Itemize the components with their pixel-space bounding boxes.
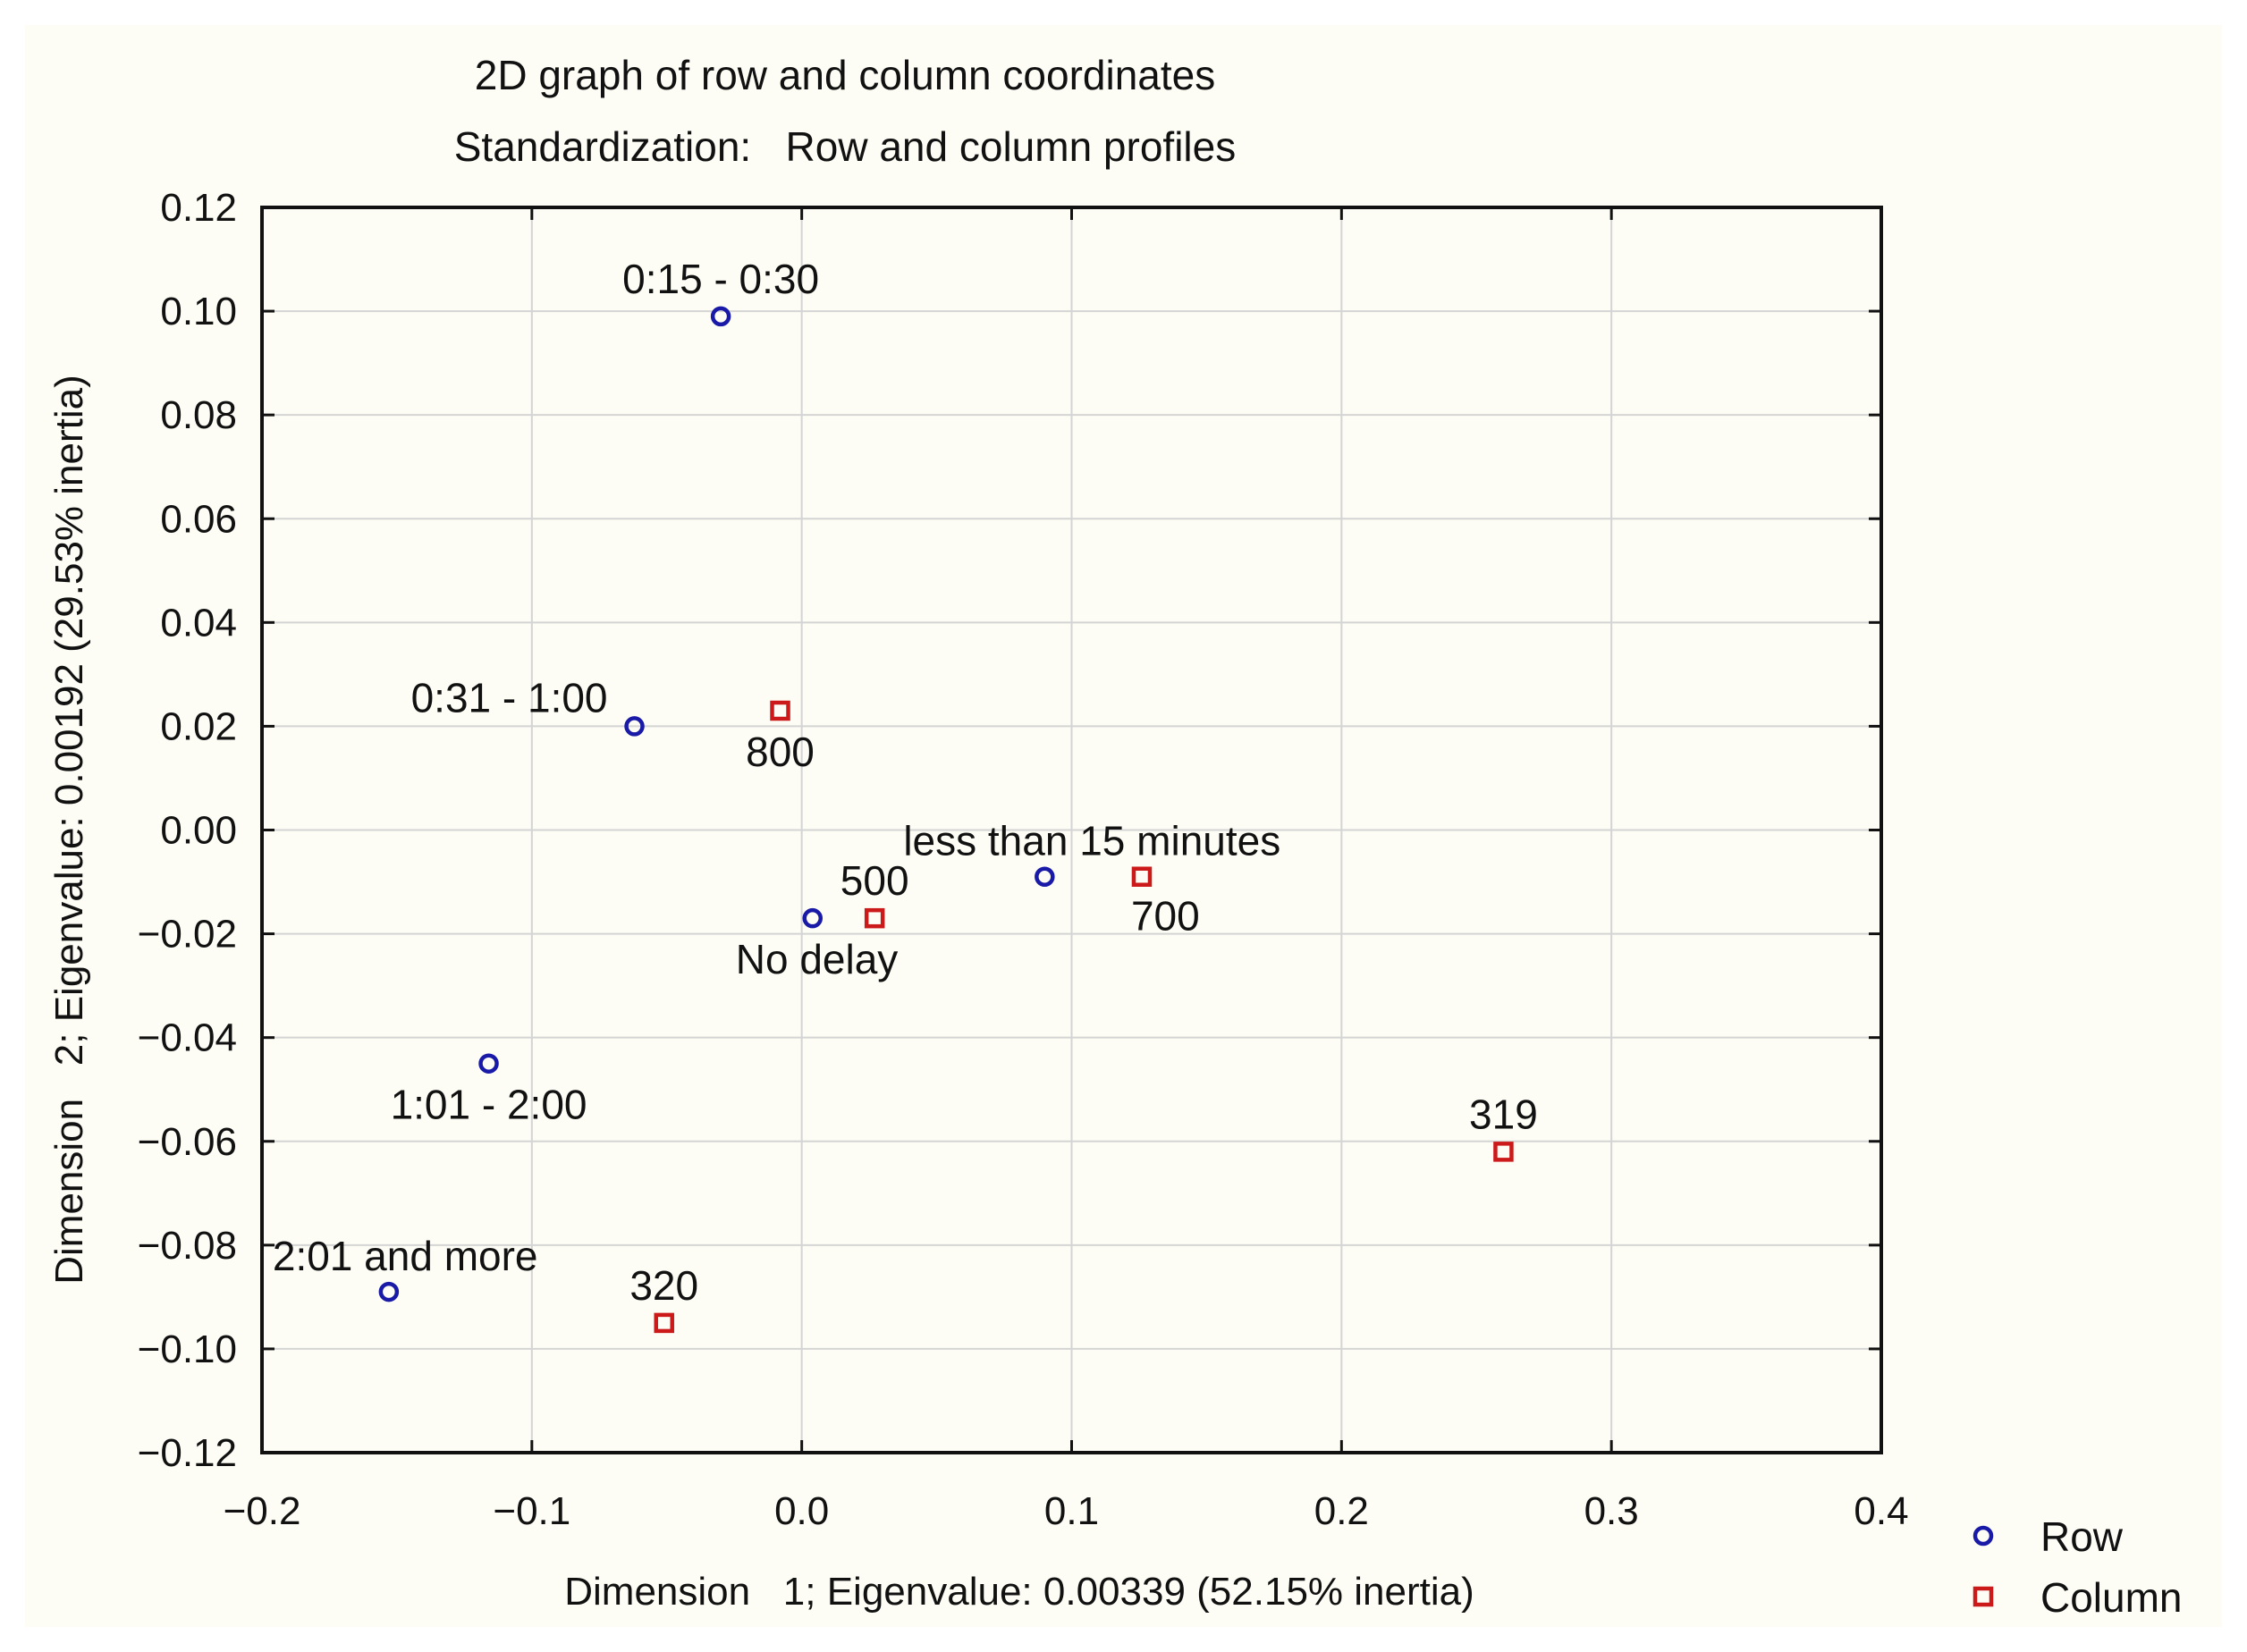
point-label: 320 (629, 1262, 698, 1309)
y-tick-label: 0.08 (160, 393, 237, 437)
y-axis-tick-labels: 0.12 0.10 0.08 0.06 0.04 0.02 0.00 −0.02 −0.04 −0… (138, 186, 237, 1475)
point-label: 0:15 - 0:30 (622, 256, 819, 302)
point-label: 2:01 and more (273, 1233, 538, 1279)
y-tick-label: −0.12 (138, 1431, 237, 1475)
row-point-marker (478, 1053, 499, 1074)
column-point-marker (1493, 1142, 1514, 1162)
chart-title: 2D graph of row and column coordinates (475, 52, 1215, 98)
point-label: 700 (1131, 893, 1200, 940)
legend-row-marker (1972, 1525, 1994, 1547)
x-tick-label: 0.2 (1314, 1489, 1369, 1533)
y-tick-label: −0.10 (138, 1328, 237, 1371)
legend-label: Row (2040, 1513, 2124, 1560)
point-label: 500 (841, 857, 909, 904)
y-tick-label: 0.12 (160, 186, 237, 230)
row-point-marker (710, 306, 731, 327)
x-axis-tick-labels: −0.2 −0.1 0.0 0.1 0.2 0.3 0.4 (224, 1489, 1909, 1533)
point-label: 0:31 - 1:00 (411, 674, 608, 721)
column-point-marker (654, 1312, 674, 1334)
y-axis-label: Dimension 2; Eigenvalue: 0.00192 (29.53%… (47, 375, 91, 1285)
y-tick-label: −0.02 (138, 913, 237, 957)
point-label: 1:01 - 2:00 (391, 1082, 587, 1128)
x-tick-label: 0.4 (1854, 1489, 1908, 1533)
y-tick-label: −0.06 (138, 1120, 237, 1164)
row-point-marker (802, 907, 823, 929)
y-tick-label: 0.10 (160, 290, 237, 333)
x-axis-label: Dimension 1; Eigenvalue: 0.00339 (52.15%… (564, 1570, 1474, 1614)
y-tick-label: 0.02 (160, 704, 237, 748)
legend: Row Column (1972, 1513, 2183, 1621)
row-point-marker (624, 716, 645, 737)
x-tick-label: −0.1 (493, 1489, 570, 1533)
column-point-marker (864, 907, 885, 929)
x-tick-label: 0.1 (1044, 1489, 1099, 1533)
row-point-marker (1035, 866, 1055, 887)
y-tick-label: 0.00 (160, 809, 237, 853)
axis-ticks (260, 206, 1883, 1454)
point-label: less than 15 minutes (903, 818, 1280, 864)
x-tick-label: −0.2 (224, 1489, 301, 1533)
point-labels: 0:15 - 0:30 0:31 - 1:00 less than 15 minut… (273, 256, 1538, 1309)
grid-lines (262, 207, 1881, 1453)
legend-column-marker (1972, 1586, 1994, 1607)
data-markers (378, 306, 1514, 1334)
legend-label: Column (2040, 1574, 2183, 1621)
y-tick-label: 0.04 (160, 601, 237, 645)
row-point-marker (378, 1281, 400, 1302)
chart-subtitle: Standardization: Row and column profiles (454, 123, 1236, 170)
point-label: No delay (736, 936, 899, 982)
column-point-marker (770, 700, 790, 721)
y-tick-label: 0.06 (160, 497, 237, 541)
y-tick-label: −0.08 (138, 1224, 237, 1268)
point-label: 319 (1469, 1091, 1538, 1137)
y-tick-label: −0.04 (138, 1016, 237, 1060)
column-point-marker (1131, 866, 1153, 887)
x-tick-label: 0.0 (774, 1489, 829, 1533)
point-label: 800 (746, 729, 815, 775)
x-tick-label: 0.3 (1584, 1489, 1639, 1533)
